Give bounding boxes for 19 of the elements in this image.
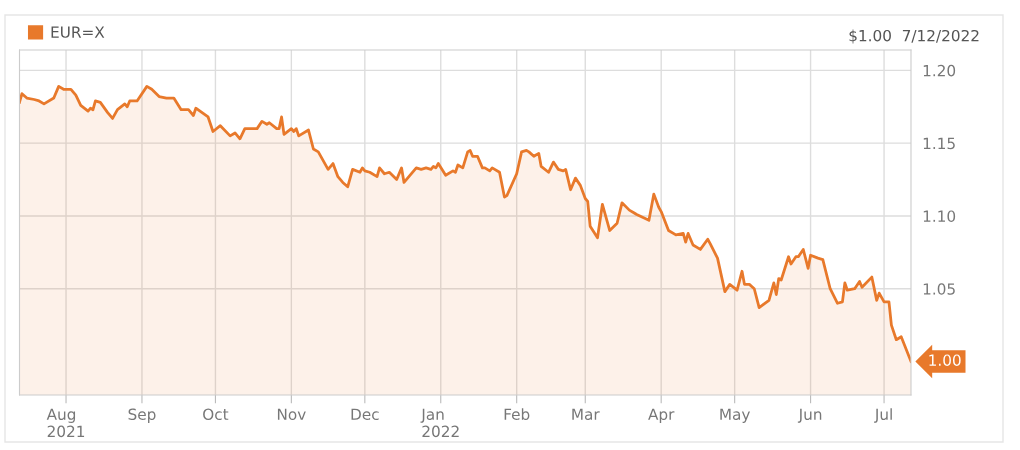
x-tick-label: Jun bbox=[797, 408, 822, 423]
annotation: 1.00 bbox=[929, 354, 961, 366]
x-tick-label: Oct bbox=[203, 408, 229, 421]
x-tick-label: Aug 2021 bbox=[46, 408, 85, 438]
x-tick-label: Mar bbox=[572, 408, 600, 421]
x-tick-label: Sep bbox=[128, 408, 156, 423]
x-tick-label: Jan 2022 bbox=[420, 408, 459, 438]
x-tick-label: Nov bbox=[277, 408, 306, 421]
x-tick-label: Dec bbox=[351, 408, 379, 421]
x-tick-label: Jul bbox=[874, 408, 892, 423]
x-tick-label: May bbox=[720, 408, 750, 423]
legend-label: EUR=X bbox=[51, 26, 105, 38]
text: $1.00 7/12/2022 bbox=[849, 29, 979, 44]
x-tick-label: Apr bbox=[648, 408, 675, 423]
y-tick-label: 1.15 bbox=[923, 137, 955, 150]
y-tick-label: 1.20 bbox=[923, 64, 956, 77]
y-tick-label: 1.05 bbox=[923, 283, 955, 295]
y-tick-label: 1.10 bbox=[923, 210, 956, 222]
x-tick-label: Feb bbox=[504, 408, 530, 421]
